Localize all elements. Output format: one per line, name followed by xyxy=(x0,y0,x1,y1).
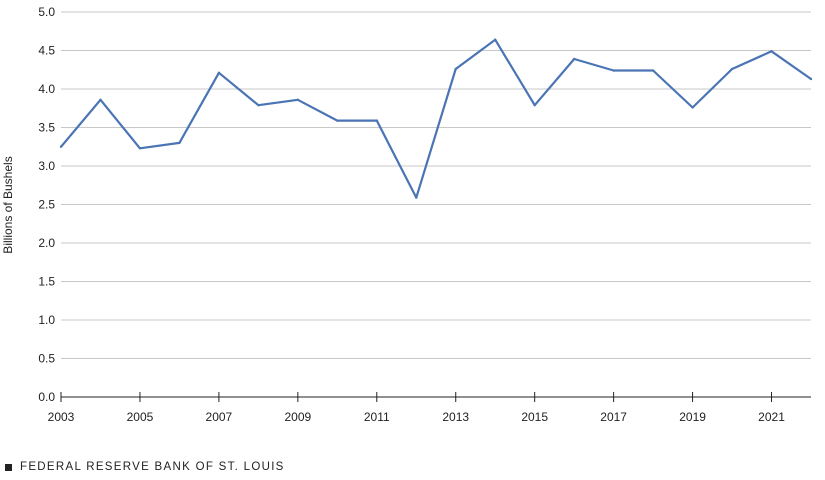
x-axis: 2003 2005 2007 2009 2011 2013 2015 2017 2019 2021 xyxy=(48,392,811,424)
y-tick-label: 3.0 xyxy=(38,159,55,173)
data-point xyxy=(217,71,221,75)
x-tick-label: 2015 xyxy=(521,410,548,424)
y-tick-label: 1.0 xyxy=(38,313,55,327)
x-tick-label: 2019 xyxy=(679,410,706,424)
data-point xyxy=(375,119,378,122)
data-point xyxy=(99,98,102,101)
data-point xyxy=(336,119,339,122)
x-tick-label: 2011 xyxy=(364,410,390,424)
x-tick-label: 2009 xyxy=(284,410,311,424)
data-point xyxy=(809,77,813,81)
x-tick-label: 2005 xyxy=(127,410,154,424)
data-point xyxy=(138,147,142,150)
y-tick-label: 4.0 xyxy=(38,82,55,96)
x-tick-label: 2017 xyxy=(600,410,627,424)
data-point xyxy=(730,67,734,71)
y-axis-title: Billions of Bushels xyxy=(1,156,15,253)
y-axis-ticks: 0.0 0.5 1.0 1.5 2.0 2.5 3.0 3.5 4.0 4.5 5.0 xyxy=(38,5,55,404)
data-point xyxy=(59,145,63,148)
y-tick-label: 4.5 xyxy=(38,44,55,58)
data-point xyxy=(533,103,536,107)
data-point xyxy=(572,57,576,61)
gridlines xyxy=(61,11,811,359)
data-point xyxy=(770,50,773,53)
data-point xyxy=(651,69,655,72)
x-tick-label: 2003 xyxy=(48,410,75,424)
y-tick-label: 3.5 xyxy=(38,121,55,135)
data-series xyxy=(59,38,813,199)
data-point xyxy=(296,98,300,101)
x-tick-label: 2007 xyxy=(206,410,233,424)
y-tick-label: 1.5 xyxy=(38,275,55,289)
source-label: FEDERAL RESERVE BANK OF ST. LOUIS xyxy=(20,461,285,473)
y-tick-label: 2.0 xyxy=(38,236,55,250)
square-bullet-icon xyxy=(5,463,12,471)
x-tick-label: 2021 xyxy=(758,410,785,424)
data-point xyxy=(691,106,694,109)
data-point xyxy=(415,196,418,199)
series-line xyxy=(60,38,812,199)
y-tick-label: 2.5 xyxy=(38,198,55,212)
data-point xyxy=(178,141,181,145)
data-point xyxy=(257,103,260,107)
line-chart: 0.00.51.01.52.02.53.03.54.04.55.0 2003 20… xyxy=(1,5,813,424)
y-tick-label: 0.0 xyxy=(38,390,55,404)
data-point xyxy=(454,67,457,71)
footer: FEDERAL RESERVE BANK OF ST. LOUIS xyxy=(5,461,285,473)
data-point xyxy=(612,69,615,72)
y-tick-label: 5.0 xyxy=(38,5,55,19)
x-tick-label: 2013 xyxy=(442,410,469,424)
data-point xyxy=(494,38,497,41)
y-tick-label: 0.5 xyxy=(38,352,55,366)
